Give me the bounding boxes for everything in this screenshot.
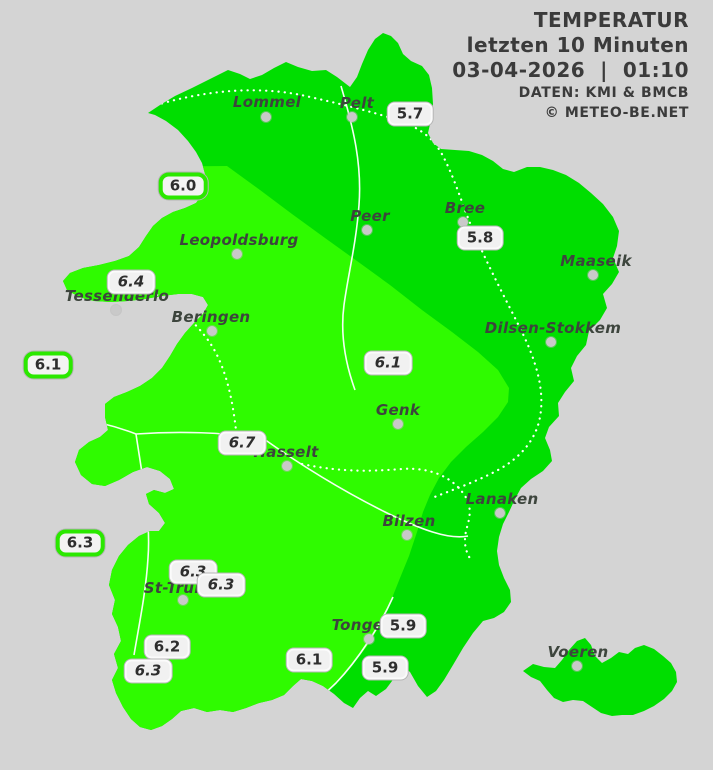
city-dot: [458, 217, 468, 227]
city-label: Genk: [375, 401, 421, 419]
city-dot: [393, 419, 403, 429]
temperature-badge[interactable]: 6.3: [55, 529, 105, 557]
temperature-badge[interactable]: 6.7: [218, 431, 266, 455]
temperature-badge[interactable]: 6.2: [144, 635, 190, 659]
city-label: Leopoldsburg: [179, 231, 299, 249]
city-dot: [364, 634, 374, 644]
city-dot: [178, 595, 188, 605]
city-dot: [261, 112, 271, 122]
map-header: TEMPERATUR letzten 10 Minuten 03-04-2026…: [452, 8, 689, 123]
city-label: Voeren: [547, 643, 609, 661]
temperature-badge[interactable]: 6.4: [107, 270, 155, 294]
city-label: Dilsen-Stokkem: [484, 319, 622, 337]
city-dot: [232, 249, 242, 259]
city-label: Lommel: [232, 93, 302, 111]
copyright-label: © METEO-BE.NET: [544, 105, 689, 121]
city-dot: [588, 270, 598, 280]
data-source-label: DATEN: KMI & BMCB: [518, 85, 689, 101]
temperature-badge[interactable]: 6.1: [23, 351, 73, 379]
city-label: Maaseik: [560, 252, 632, 270]
city-dot: [207, 326, 217, 336]
city-label: Beringen: [171, 308, 251, 326]
voeren-exclave-shape: [523, 638, 677, 716]
temperature-badge[interactable]: 5.9: [362, 656, 408, 680]
temperature-badge[interactable]: 6.3: [124, 659, 172, 683]
city-dot: [546, 337, 556, 347]
city-dot: [572, 661, 582, 671]
city-label: Bilzen: [382, 512, 436, 530]
city-dot: [282, 461, 292, 471]
city-dot: [362, 225, 372, 235]
temperature-badge[interactable]: 5.9: [380, 614, 426, 638]
city-label: Hasselt: [253, 443, 319, 461]
city-label: Peer: [350, 207, 390, 225]
temperature-badge[interactable]: 6.1: [364, 351, 412, 375]
city-dot: [495, 508, 505, 518]
city-dot: [402, 530, 412, 540]
city-label: Pelt: [339, 94, 375, 112]
city-dot: [347, 112, 357, 122]
temperature-badge[interactable]: 5.8: [457, 226, 503, 250]
temperature-badge[interactable]: 6.0: [158, 172, 208, 200]
temperature-badge[interactable]: 6.1: [286, 648, 332, 672]
page-title: TEMPERATUR: [533, 8, 689, 32]
city-dot: [111, 305, 121, 315]
datetime-label: 03-04-2026 | 01:10: [452, 58, 689, 82]
city-label: Bree: [444, 199, 486, 217]
temperature-badge[interactable]: 5.7: [387, 102, 433, 126]
page-subtitle: letzten 10 Minuten: [466, 33, 689, 57]
city-label: Lanaken: [465, 490, 539, 508]
temperature-badge[interactable]: 6.3: [197, 573, 245, 597]
